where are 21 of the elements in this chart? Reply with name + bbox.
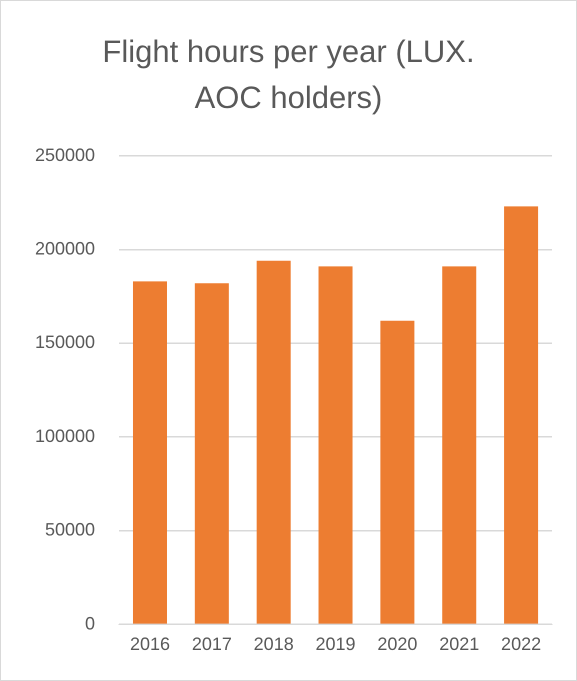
y-tick-label: 250000: [34, 144, 96, 165]
x-tick-label: 2022: [501, 634, 542, 654]
bar: [194, 283, 229, 624]
y-tick-label: 150000: [34, 332, 96, 352]
bar: [318, 266, 353, 624]
bar: [504, 206, 538, 624]
x-tick-label: 2018: [254, 634, 294, 654]
bar: [256, 260, 291, 624]
x-tick-label: 2019: [316, 634, 356, 654]
y-tick-label: 100000: [34, 426, 96, 446]
y-tick-label: 200000: [34, 238, 96, 258]
y-tick-label: 0: [85, 613, 96, 634]
y-tick-label: 50000: [45, 520, 96, 540]
bar: [132, 281, 167, 624]
x-tick-label: 2021: [439, 634, 480, 654]
bar: [380, 320, 414, 624]
chart-title: Flight hours per year (LUX. AOC holders): [101, 33, 476, 117]
x-tick-label: 2020: [377, 634, 418, 654]
x-tick-label: 2016: [130, 634, 170, 654]
bar: [442, 266, 476, 624]
x-tick-label: 2017: [192, 634, 232, 654]
